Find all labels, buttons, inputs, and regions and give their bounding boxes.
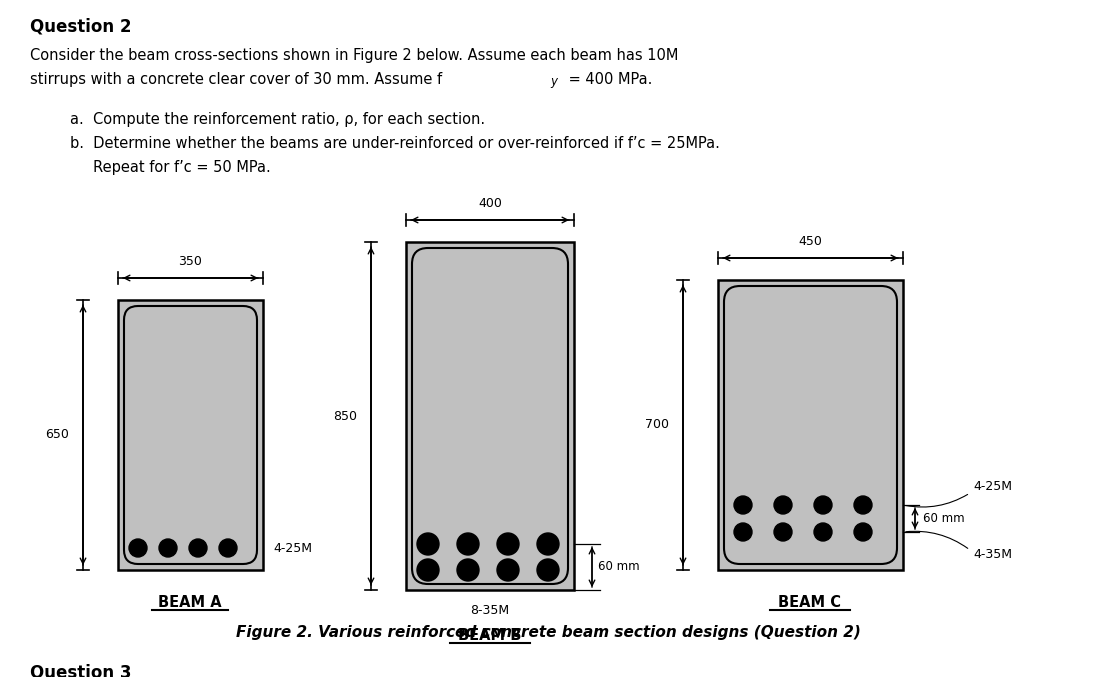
Circle shape <box>496 533 520 555</box>
Text: b.  Determine whether the beams are under-reinforced or over-reinforced if f’c =: b. Determine whether the beams are under… <box>70 136 720 151</box>
Circle shape <box>854 523 872 541</box>
Circle shape <box>537 533 559 555</box>
Circle shape <box>734 523 752 541</box>
Text: = 400 MPa.: = 400 MPa. <box>564 72 652 87</box>
Circle shape <box>219 539 237 557</box>
Bar <box>118 300 263 570</box>
Text: BEAM C: BEAM C <box>778 595 842 610</box>
FancyBboxPatch shape <box>724 286 897 564</box>
Circle shape <box>734 496 752 514</box>
Text: Figure 2. Various reinforced concrete beam section designs (Question 2): Figure 2. Various reinforced concrete be… <box>236 625 860 640</box>
Text: 60 mm: 60 mm <box>598 561 640 573</box>
Text: BEAM B: BEAM B <box>458 628 522 643</box>
Text: 60 mm: 60 mm <box>923 512 964 525</box>
Text: 4-25M: 4-25M <box>973 481 1012 494</box>
Text: 400: 400 <box>478 197 502 210</box>
Circle shape <box>774 496 792 514</box>
Text: 850: 850 <box>333 410 357 422</box>
Bar <box>718 280 903 570</box>
Text: 4-35M: 4-35M <box>973 548 1012 561</box>
Text: 450: 450 <box>799 235 822 248</box>
Circle shape <box>774 523 792 541</box>
FancyBboxPatch shape <box>412 248 568 584</box>
Text: y: y <box>550 75 557 88</box>
Text: stirrups with a concrete clear cover of 30 mm. Assume f: stirrups with a concrete clear cover of … <box>30 72 442 87</box>
Text: BEAM A: BEAM A <box>158 595 221 610</box>
Circle shape <box>814 523 832 541</box>
Text: Repeat for f’c = 50 MPa.: Repeat for f’c = 50 MPa. <box>70 160 271 175</box>
Text: Question 2: Question 2 <box>30 18 132 36</box>
Circle shape <box>496 559 520 581</box>
Circle shape <box>457 559 479 581</box>
Circle shape <box>854 496 872 514</box>
Text: 350: 350 <box>179 255 203 268</box>
Circle shape <box>814 496 832 514</box>
Circle shape <box>537 559 559 581</box>
Bar <box>406 242 574 590</box>
Circle shape <box>129 539 147 557</box>
Text: Consider the beam cross-sections shown in Figure 2 below. Assume each beam has 1: Consider the beam cross-sections shown i… <box>30 48 678 63</box>
Circle shape <box>457 533 479 555</box>
Circle shape <box>416 533 439 555</box>
Circle shape <box>189 539 207 557</box>
FancyBboxPatch shape <box>124 306 256 564</box>
Text: 700: 700 <box>646 418 669 431</box>
Text: Question 3: Question 3 <box>30 663 132 677</box>
Text: 4-25M: 4-25M <box>273 542 312 554</box>
Circle shape <box>416 559 439 581</box>
Text: 650: 650 <box>45 429 69 441</box>
Circle shape <box>159 539 176 557</box>
Text: a.  Compute the reinforcement ratio, ρ, for each section.: a. Compute the reinforcement ratio, ρ, f… <box>70 112 486 127</box>
Text: 8-35M: 8-35M <box>470 604 510 617</box>
